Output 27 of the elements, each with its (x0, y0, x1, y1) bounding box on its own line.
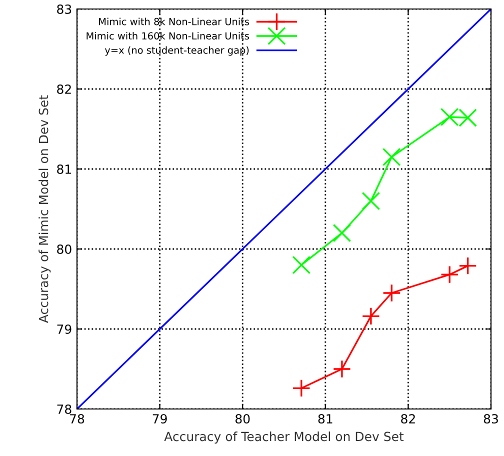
point (292, 379, 311, 398)
x-tick-label: 80 (235, 414, 250, 424)
y-tick-label: 81 (57, 164, 71, 174)
point (362, 192, 380, 210)
point (332, 224, 352, 242)
x-tick-label: 83 (484, 414, 498, 424)
point (362, 307, 380, 326)
point (440, 265, 459, 284)
point (382, 284, 401, 302)
x-tick-label: 78 (70, 414, 84, 424)
point (332, 360, 352, 378)
y-tick-label: 83 (57, 4, 72, 14)
x-tick-label: 82 (401, 414, 415, 424)
legend-label: y=x (no student-teacher gap) (104, 46, 249, 56)
x-axis-title: Accuracy of Teacher Model on Dev Set (164, 432, 404, 444)
y-axis-title: Accuracy of Mimic Model on Dev Set (38, 95, 51, 323)
legend-label: Mimic with 160k Non-Linear Units (86, 32, 250, 40)
point (382, 148, 401, 166)
x-tick-label: 79 (152, 414, 167, 424)
y-tick-label: 80 (57, 244, 72, 254)
point (458, 256, 477, 275)
y-tick-label: 79 (57, 324, 72, 334)
point (292, 256, 311, 274)
y-tick-label: 82 (57, 84, 71, 94)
legend-label: Mimic with 8k Non-Linear Units (99, 18, 250, 26)
y-tick-label: 78 (57, 404, 72, 414)
x-tick-label: 81 (318, 414, 332, 424)
